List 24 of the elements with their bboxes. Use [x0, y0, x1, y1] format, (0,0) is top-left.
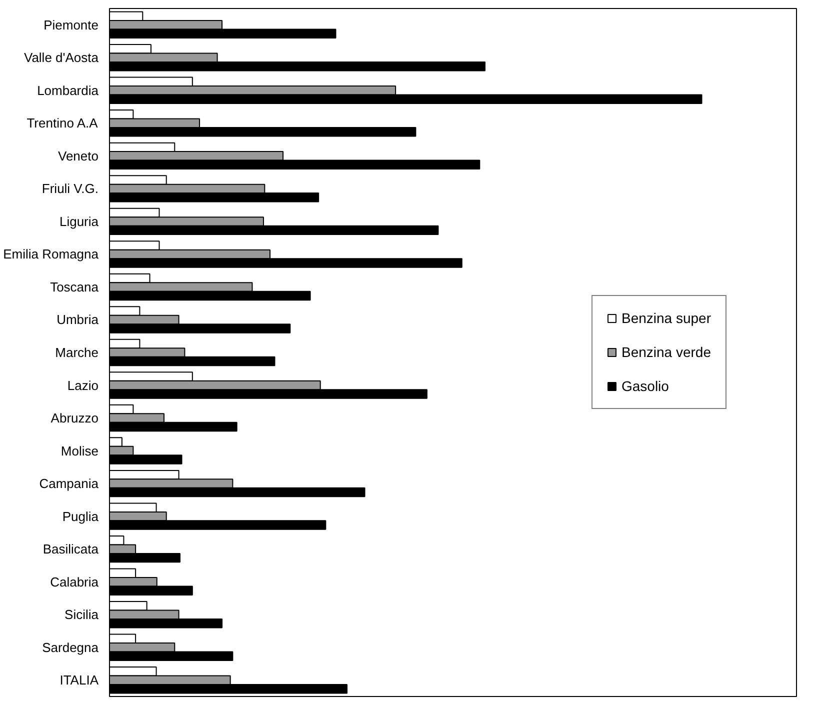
- y-tick-label: Veneto: [58, 148, 99, 164]
- y-tick-label: Molise: [60, 443, 99, 458]
- legend-label: Gasolio: [621, 378, 669, 394]
- y-tick-label: Calabria: [50, 574, 100, 590]
- y-tick-label: Liguria: [59, 214, 100, 229]
- y-tick-label: Sardegna: [42, 640, 100, 655]
- y-tick-label: Marche: [55, 345, 99, 360]
- y-tick-label: Basilicata: [42, 542, 100, 557]
- legend-label: Benzina super: [621, 310, 711, 326]
- y-tick-label: Toscana: [50, 279, 100, 294]
- y-tick-label: Abruzzo: [50, 410, 99, 426]
- y-tick-label: Valle d'Aosta: [24, 50, 100, 66]
- y-tick-label: Lombardia: [37, 82, 100, 98]
- y-tick-label: Lazio: [67, 378, 98, 393]
- y-tick-label: Emilia Romagna: [3, 246, 100, 262]
- y-tick-label: Sicilia: [64, 607, 100, 622]
- y-tick-label: Umbria: [56, 312, 100, 328]
- y-tick-label: Campania: [39, 476, 100, 492]
- y-tick-label: Friuli V.G.: [42, 181, 99, 196]
- y-tick-label: ITALIA: [60, 672, 99, 688]
- y-tick-label: Piemonte: [44, 17, 98, 32]
- y-tick-label: Puglia: [62, 508, 100, 524]
- legend-label: Benzina verde: [621, 344, 711, 360]
- y-tick-label: Trentino A.A: [26, 116, 98, 131]
